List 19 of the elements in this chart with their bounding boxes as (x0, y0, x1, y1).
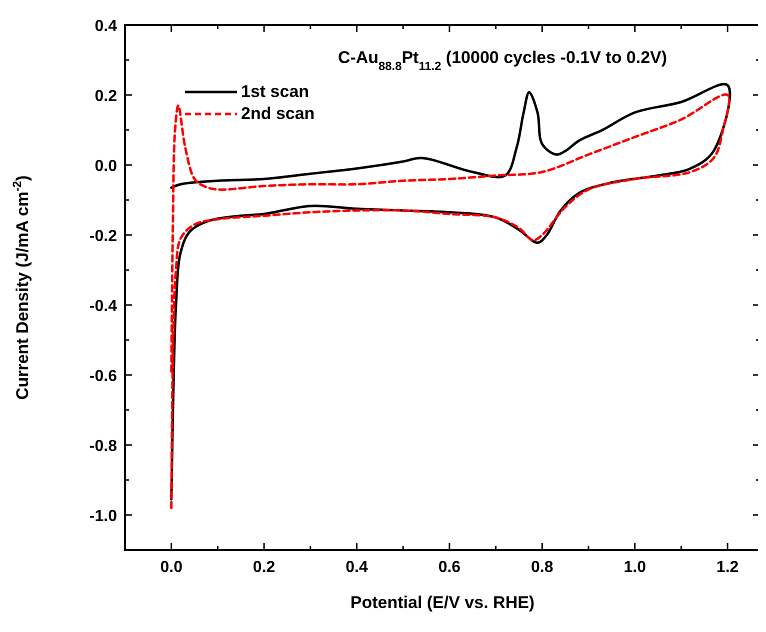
y-tick-label: -0.6 (89, 368, 118, 385)
y-tick-label: 0.0 (94, 158, 118, 175)
x-axis-title: Potential (E/V vs. RHE) (350, 593, 535, 612)
y-tick-label: 0.2 (94, 88, 118, 105)
x-tick-label: 0.6 (438, 559, 461, 576)
y-tick-label: -0.4 (89, 298, 118, 315)
text: C-Au$_{88.8}$Pt$_{11.2}$ (10000 cycles -0.1V to 0.2V) (338, 48, 668, 73)
legend-label: 2nd scan (241, 104, 315, 123)
x-tick-label: 0.2 (252, 559, 276, 576)
x-tick-label: 1.0 (624, 559, 646, 576)
x-tick-label: 0.8 (531, 559, 554, 576)
legend-label: 1st scan (241, 82, 310, 101)
x-tick-label: 1.2 (716, 559, 739, 576)
y-tick-label: -1.0 (89, 508, 118, 525)
x-tick-label: 0.4 (346, 559, 368, 576)
y-tick-label: -0.8 (89, 438, 118, 455)
y-tick-label: 0.4 (94, 18, 118, 35)
y-tick-label: -0.2 (89, 228, 118, 245)
x-tick-label: 0.0 (160, 559, 183, 576)
